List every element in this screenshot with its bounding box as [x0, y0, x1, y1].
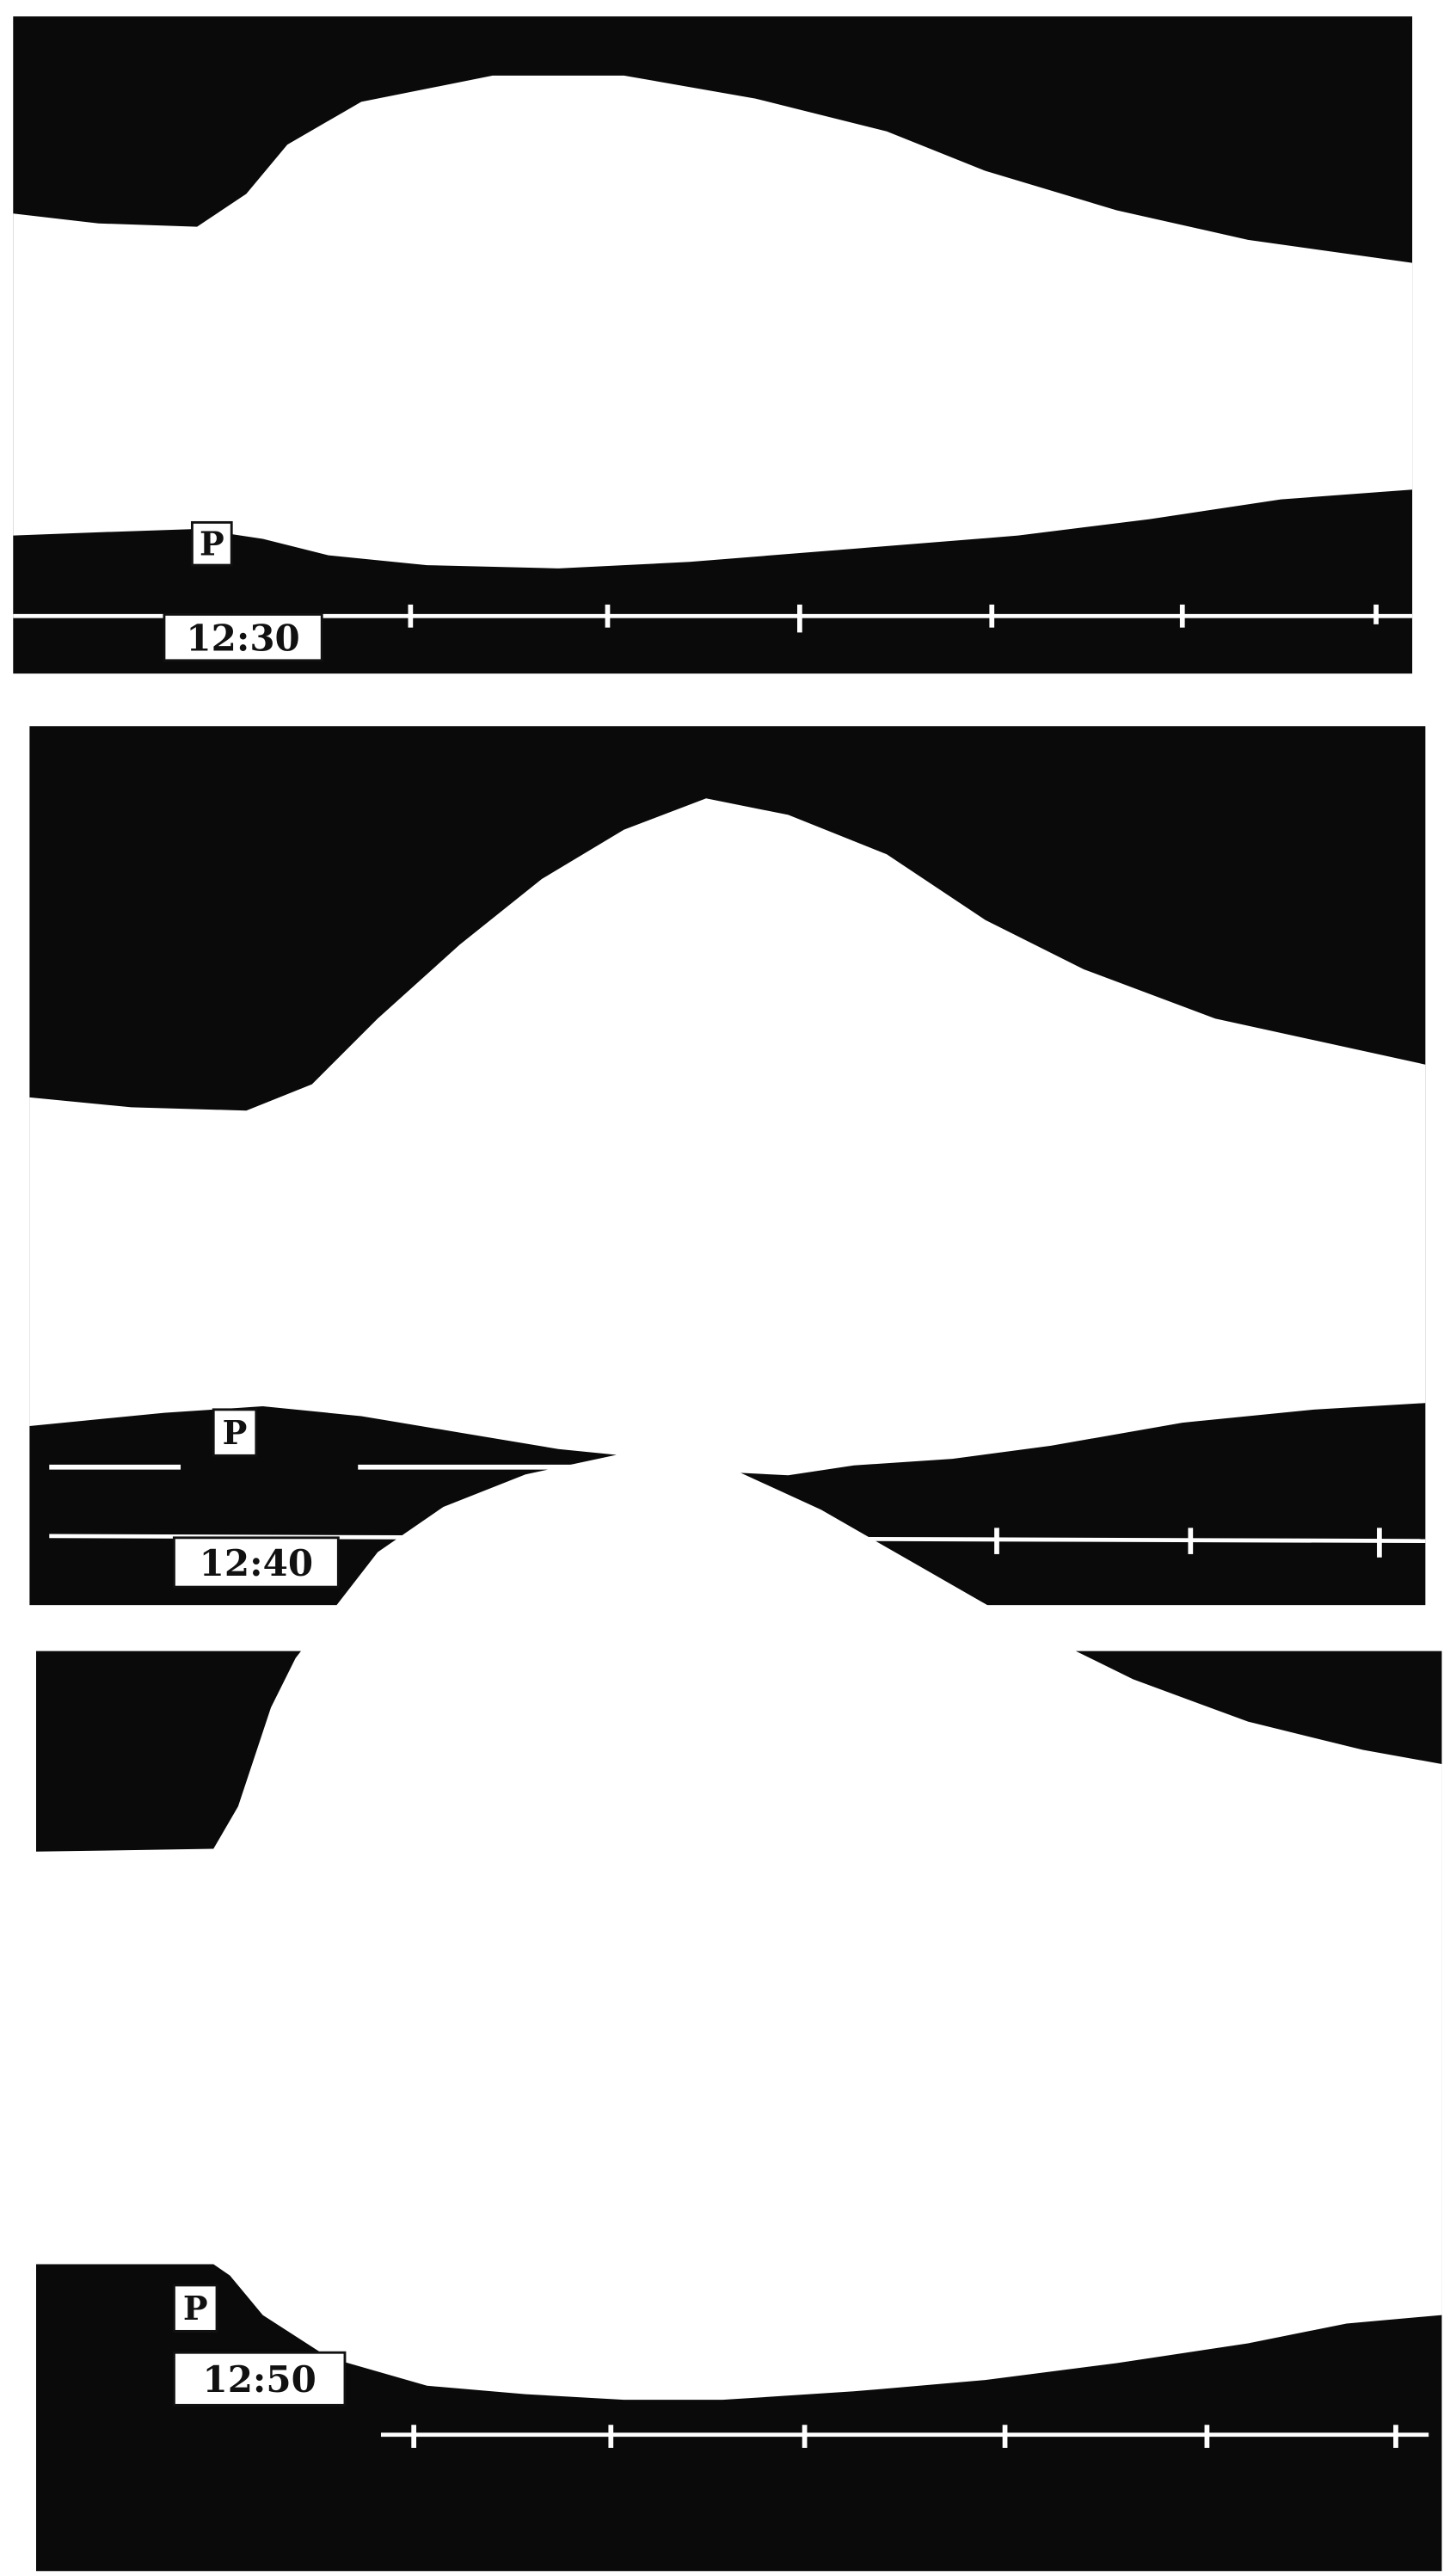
time-label: 12:50 [202, 2358, 316, 2401]
marker-box [212, 1408, 258, 1457]
time-label: 12:40 [200, 1542, 313, 1584]
marker-box [190, 520, 233, 567]
time-box [163, 612, 323, 662]
time-ticks [408, 604, 1379, 633]
pressure-envelope [13, 75, 1413, 569]
time-box [172, 1536, 340, 1589]
stimulus-marker: P [223, 1414, 248, 1453]
time-box [172, 2351, 347, 2407]
pressure-envelope [36, 1453, 1442, 2401]
time-ticks [411, 2425, 1398, 2449]
marker-box [172, 2284, 218, 2333]
pressure-envelope [29, 798, 1426, 1476]
time-label: 12:30 [186, 617, 299, 659]
stimulus-marker: P [200, 526, 224, 564]
recording-panel: P 12:40 [29, 726, 1426, 1606]
stimulus-marker: P [183, 2290, 208, 2328]
recording-panel: P 12:30 [13, 16, 1413, 674]
recording-panel: P 12:50 [36, 1453, 1442, 2572]
